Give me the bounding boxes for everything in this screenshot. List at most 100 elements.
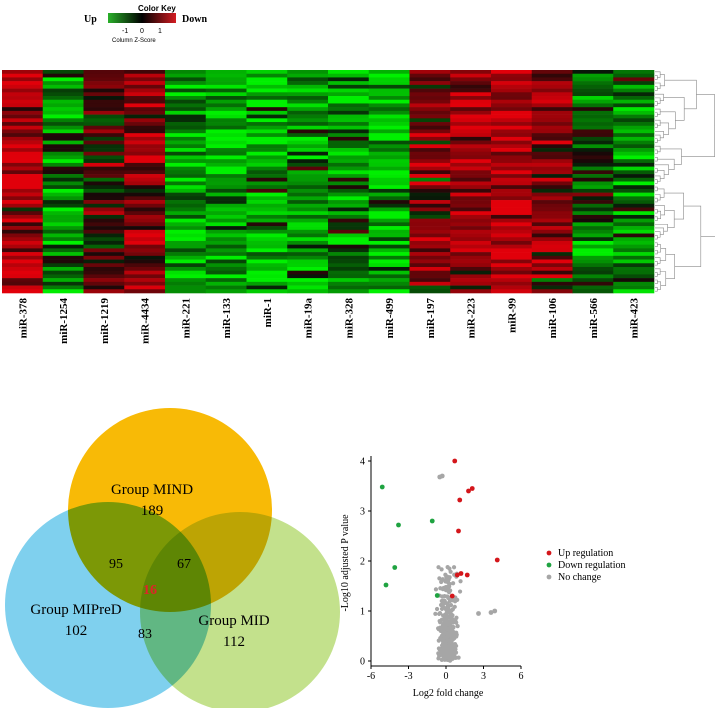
volcano-point-no-change [448, 598, 453, 603]
heatmap-cell [531, 240, 573, 245]
heatmap-cell [613, 103, 655, 108]
heatmap-cell [2, 81, 44, 86]
heatmap-cell [124, 196, 166, 201]
heatmap-cell [491, 248, 533, 253]
heatmap-column-label: miR-1 [262, 298, 274, 327]
heatmap-cell [328, 133, 370, 138]
heatmap-cell [165, 203, 207, 208]
heatmap-column-label: miR-106 [547, 298, 559, 339]
heatmap-cell [287, 73, 329, 78]
heatmap-cell [83, 185, 125, 190]
heatmap-cell [613, 174, 655, 179]
heatmap-cell [287, 266, 329, 271]
heatmap-cell [450, 203, 492, 208]
heatmap-cell [246, 226, 288, 231]
heatmap-cell [246, 148, 288, 153]
heatmap-cell [491, 203, 533, 208]
heatmap-cell [83, 162, 125, 167]
heatmap-cell [491, 263, 533, 268]
heatmap-cell [572, 266, 614, 271]
heatmap-cell [287, 255, 329, 260]
heatmap-cell [165, 133, 207, 138]
heatmap-cell [613, 185, 655, 190]
heatmap-cell [409, 70, 451, 75]
heatmap-cell [409, 240, 451, 245]
heatmap-cell [165, 159, 207, 164]
heatmap-cell [409, 237, 451, 242]
heatmap-cell [572, 259, 614, 264]
volcano-point-up-regulation [458, 571, 464, 576]
heatmap-cell [2, 110, 44, 115]
heatmap-cell [450, 155, 492, 160]
heatmap-cell [328, 218, 370, 223]
volcano-point-down-regulation [379, 484, 385, 490]
heatmap-cell [409, 248, 451, 253]
heatmap-cell [205, 185, 247, 190]
heatmap-cell [572, 166, 614, 171]
heatmap-cell [2, 226, 44, 231]
heatmap-cell [42, 211, 84, 216]
heatmap-cell [409, 222, 451, 227]
heatmap-cell [450, 133, 492, 138]
heatmap-cell [368, 148, 410, 153]
heatmap-cell [42, 255, 84, 260]
heatmap-cell [124, 266, 166, 271]
heatmap-cell [491, 96, 533, 101]
heatmap-cell [450, 185, 492, 190]
heatmap-cell [83, 92, 125, 97]
heatmap-cell [83, 222, 125, 227]
heatmap-cell [42, 244, 84, 249]
heatmap-cell [205, 237, 247, 242]
volcano-y-tick-label: 0 [360, 657, 365, 668]
heatmap-cell [531, 118, 573, 123]
heatmap-cell [124, 214, 166, 219]
heatmap-cell [409, 278, 451, 283]
heatmap-cell [328, 237, 370, 242]
heatmap-cell [246, 281, 288, 286]
heatmap-cell [409, 159, 451, 164]
volcano-point-no-change [436, 651, 441, 656]
heatmap-cell [368, 188, 410, 193]
heatmap-cell [42, 185, 84, 190]
heatmap-cell [450, 255, 492, 260]
heatmap-cell [531, 289, 573, 294]
heatmap-cell [246, 81, 288, 86]
heatmap-cell [613, 136, 655, 141]
heatmap-cell [572, 207, 614, 212]
heatmap-cell [2, 103, 44, 108]
volcano-point-no-change [452, 604, 457, 609]
volcano-point-no-change [445, 580, 451, 585]
volcano-legend-label: Down regulation [558, 560, 626, 571]
heatmap-cell [205, 278, 247, 283]
heatmap-cell [124, 148, 166, 153]
heatmap-cell [613, 159, 655, 164]
heatmap-cell [42, 129, 84, 134]
heatmap-cell [531, 70, 573, 75]
heatmap-cell [165, 226, 207, 231]
heatmap-cell [165, 162, 207, 167]
heatmap-cell [124, 88, 166, 93]
heatmap-cell [613, 211, 655, 216]
heatmap-cell [165, 244, 207, 249]
heatmap-cell [409, 285, 451, 290]
color-key-tick: 0 [140, 28, 144, 35]
heatmap-cell [572, 248, 614, 253]
heatmap-cell [246, 181, 288, 186]
heatmap-cell [450, 103, 492, 108]
heatmap-cell [450, 214, 492, 219]
heatmap-cell [83, 218, 125, 223]
heatmap-cell [572, 159, 614, 164]
heatmap-cell [572, 84, 614, 89]
heatmap-cell [368, 285, 410, 290]
heatmap-cell [450, 200, 492, 205]
heatmap-cell [83, 259, 125, 264]
heatmap-cell [165, 129, 207, 134]
heatmap-cell [572, 140, 614, 145]
volcano-point-no-change [488, 610, 494, 615]
heatmap-cell [287, 226, 329, 231]
heatmap-cell [328, 84, 370, 89]
heatmap-cell [328, 144, 370, 149]
heatmap-cell [572, 155, 614, 160]
heatmap-cell [42, 136, 84, 141]
heatmap-cell [491, 73, 533, 78]
